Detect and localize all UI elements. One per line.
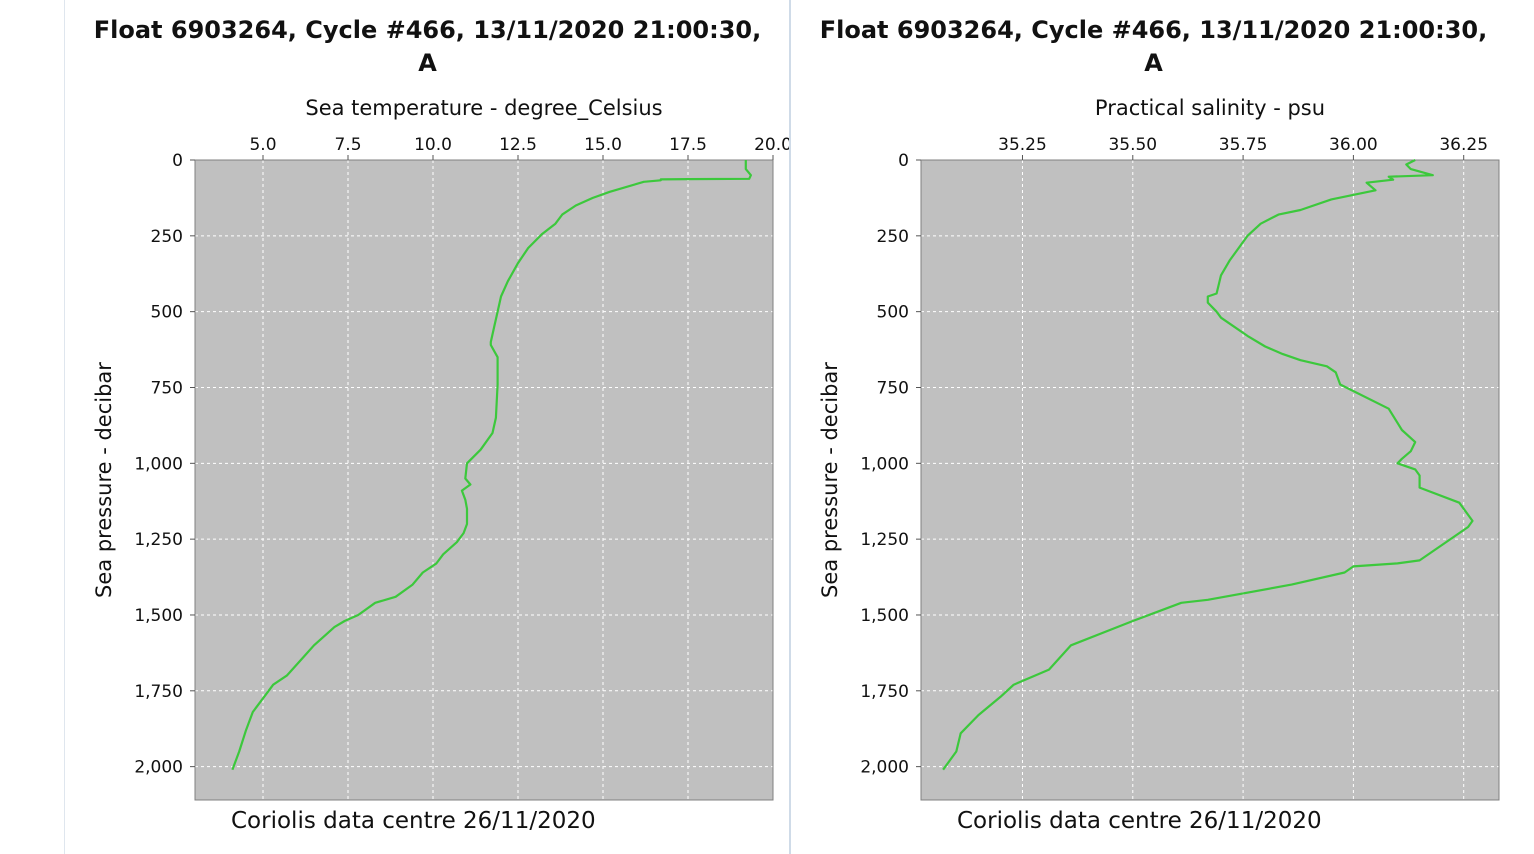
plot-area <box>921 160 1499 800</box>
chart-title-line1: Float 6903264, Cycle #466, 13/11/2020 21… <box>93 16 762 44</box>
chart-title-line2: A <box>418 49 437 77</box>
y-tick-label: 500 <box>151 303 183 323</box>
x-tick-label: 35.50 <box>1108 135 1157 155</box>
data-credit: Coriolis data centre 26/11/2020 <box>957 808 1322 834</box>
y-tick-label: 2,000 <box>134 758 183 778</box>
left-chart-panel: Float 6903264, Cycle #466, 13/11/2020 21… <box>64 0 792 854</box>
x-tick-label: 20.0 <box>754 135 792 155</box>
y-tick-label: 0 <box>172 151 183 171</box>
y-tick-label: 750 <box>151 378 183 398</box>
x-tick-label: 17.5 <box>669 135 707 155</box>
y-tick-label: 2,000 <box>860 758 909 778</box>
plot-area <box>195 160 773 800</box>
x-axis-label: Practical salinity - psu <box>1095 96 1325 120</box>
x-tick-label: 7.5 <box>334 135 361 155</box>
x-axis-label: Sea temperature - degree_Celsius <box>305 96 662 121</box>
y-axis-label: Sea pressure - decibar <box>818 362 842 598</box>
y-tick-label: 1,250 <box>860 530 909 550</box>
y-tick-label: 1,250 <box>134 530 183 550</box>
profile-line <box>942 159 1474 771</box>
chart-title: Float 6903264, Cycle #466, 13/11/2020 21… <box>65 14 790 80</box>
y-tick-label: 1,000 <box>860 454 909 474</box>
y-axis-label: Sea pressure - decibar <box>92 362 116 598</box>
x-tick-label: 35.25 <box>998 135 1047 155</box>
chart-title-line2: A <box>1144 49 1163 77</box>
x-tick-label: 36.00 <box>1329 135 1378 155</box>
salinity-profile-chart: 35.25 35.50 35.75 36.00 36.25 0 250 500 750 1,000… <box>818 96 1500 801</box>
right-chart-panel: Float 6903264, Cycle #466, 13/11/2020 21… <box>789 0 1516 854</box>
profile-line <box>231 160 753 771</box>
plot-border <box>920 159 1500 801</box>
data-credit: Coriolis data centre 26/11/2020 <box>231 808 596 834</box>
x-tick-label: 36.25 <box>1439 135 1488 155</box>
x-tick-label: 35.75 <box>1219 135 1268 155</box>
y-tick-label: 500 <box>877 303 909 323</box>
plot-border <box>194 159 774 801</box>
y-tick-label: 1,750 <box>134 682 183 702</box>
y-tick-label: 250 <box>877 227 909 247</box>
temperature-profile-chart: 5.0 7.5 10.0 12.5 15.0 17.5 20.0 0 250 500 750 1,00… <box>92 96 792 801</box>
x-tick-label: 15.0 <box>584 135 622 155</box>
y-tick-label: 750 <box>877 378 909 398</box>
y-tick-label: 250 <box>151 227 183 247</box>
y-tick-label: 0 <box>898 151 909 171</box>
chart-title: Float 6903264, Cycle #466, 13/11/2020 21… <box>791 14 1516 80</box>
y-tick-label: 1,000 <box>134 454 183 474</box>
y-tick-label: 1,500 <box>860 606 909 626</box>
chart-title-line1: Float 6903264, Cycle #466, 13/11/2020 21… <box>819 16 1488 44</box>
y-tick-label: 1,500 <box>134 606 183 626</box>
x-tick-label: 10.0 <box>414 135 452 155</box>
y-tick-label: 1,750 <box>860 682 909 702</box>
x-tick-label: 5.0 <box>249 135 276 155</box>
x-tick-label: 12.5 <box>499 135 537 155</box>
